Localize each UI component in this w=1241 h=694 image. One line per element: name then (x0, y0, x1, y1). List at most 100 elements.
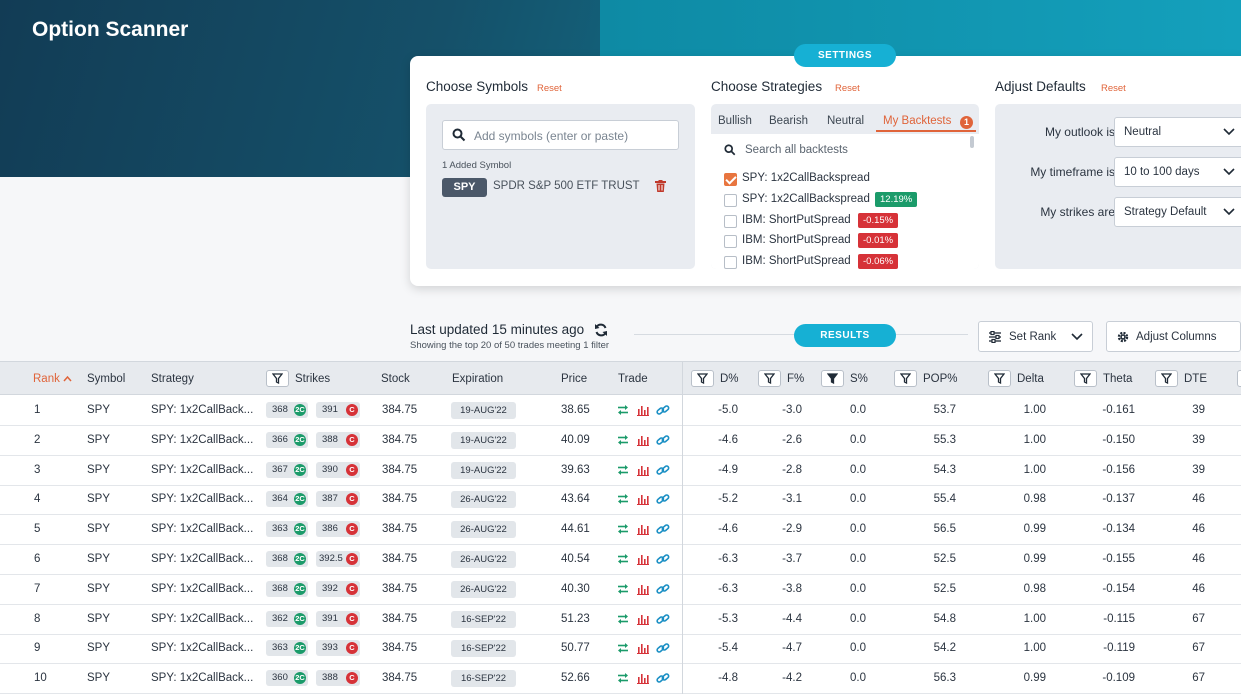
chart-icon[interactable] (637, 523, 649, 536)
symbol-ticker-tag: SPY (442, 178, 487, 197)
backtest-search[interactable]: Search all backtests (724, 143, 848, 161)
link-icon[interactable] (656, 642, 670, 655)
swap-icon[interactable] (617, 493, 629, 505)
table-row[interactable]: 7 SPY SPY: 1x2CallBack... 368 2C 392 C 384… (0, 575, 1241, 605)
swap-icon[interactable] (617, 523, 629, 535)
adjust-columns-button[interactable]: Adjust Columns (1106, 321, 1241, 352)
chart-icon[interactable] (637, 583, 649, 595)
swap-icon[interactable] (617, 613, 629, 625)
checkbox[interactable] (724, 194, 737, 207)
chart-icon[interactable] (637, 642, 649, 655)
chart-icon[interactable] (637, 672, 649, 685)
results-toggle[interactable]: RESULTS (794, 324, 896, 347)
checkbox[interactable] (724, 235, 737, 248)
link-icon[interactable] (656, 672, 670, 685)
call-2x-badge: 2C (294, 553, 306, 565)
tab-my-backtests[interactable]: My Backtests (883, 115, 952, 127)
table-row[interactable]: 5 SPY SPY: 1x2CallBack... 363 2C 386 C 384… (0, 515, 1241, 546)
tab-neutral[interactable]: Neutral (827, 115, 865, 127)
link-icon[interactable] (656, 404, 670, 417)
strike-value: 388 (322, 672, 338, 684)
swap-icon[interactable] (617, 672, 629, 684)
s-filter-button-active[interactable] (821, 370, 844, 387)
link-icon[interactable] (656, 464, 670, 477)
strike-chip: 360 2C (266, 670, 308, 687)
table-row[interactable]: 6 SPY SPY: 1x2CallBack... 368 2C 392.5 C 3… (0, 545, 1241, 575)
col-d[interactable]: D% (720, 373, 739, 385)
col-dte[interactable]: DTE (1184, 373, 1207, 385)
symbols-reset-link[interactable]: Reset (537, 83, 562, 94)
cell-stock: 384.75 (382, 642, 418, 655)
link-icon[interactable] (656, 523, 670, 536)
table-row[interactable]: 2 SPY SPY: 1x2CallBack... 366 2C 388 C 384… (0, 426, 1241, 456)
d-filter-button[interactable] (691, 370, 714, 387)
table-row[interactable]: 10 SPY SPY: 1x2CallBack... 360 2C 388 C 38… (0, 664, 1241, 694)
cell-price: 39.63 (561, 463, 590, 476)
cell-f: -3.1 (782, 493, 802, 506)
col-strategy[interactable]: Strategy (151, 373, 194, 385)
timeframe-select[interactable]: 10 to 100 days (1114, 157, 1241, 187)
col-stock[interactable]: Stock (381, 373, 410, 385)
chart-icon[interactable] (637, 493, 649, 506)
outlook-select[interactable]: Neutral (1114, 117, 1241, 147)
table-row[interactable]: 4 SPY SPY: 1x2CallBack... 364 2C 387 C 384… (0, 485, 1241, 516)
checkbox[interactable] (724, 215, 737, 228)
call-2x-badge: 2C (294, 433, 306, 446)
link-icon[interactable] (656, 434, 670, 447)
settings-toggle[interactable]: SETTINGS (794, 44, 896, 67)
tab-bullish[interactable]: Bullish (718, 115, 752, 127)
table-row[interactable]: 3 SPY SPY: 1x2CallBack... 367 2C 390 C 384… (0, 456, 1241, 486)
link-icon[interactable] (656, 493, 670, 506)
cell-dte: 39 (1192, 463, 1205, 476)
strategies-reset-link[interactable]: Reset (835, 83, 860, 94)
chart-icon[interactable] (637, 434, 649, 446)
strikes-select[interactable]: Strategy Default (1114, 197, 1241, 227)
call-badge: C (346, 493, 358, 506)
col-price[interactable]: Price (561, 373, 588, 385)
theta-filter-button[interactable] (1074, 370, 1097, 387)
col-expiration[interactable]: Expiration (452, 373, 504, 385)
table-row[interactable]: 1 SPY SPY: 1x2CallBack... 368 2C 391 C 384… (0, 396, 1241, 426)
col-s[interactable]: S% (850, 373, 868, 385)
adjust-defaults-title: Adjust Defaults (995, 79, 1086, 94)
link-icon[interactable] (656, 583, 670, 596)
chart-icon[interactable] (637, 613, 649, 625)
chart-icon[interactable] (637, 464, 649, 476)
trash-icon[interactable] (655, 180, 666, 192)
col-strikes[interactable]: Strikes (295, 373, 331, 385)
col-theta[interactable]: Theta (1103, 373, 1133, 385)
f-filter-button[interactable] (758, 370, 781, 387)
tab-bearish[interactable]: Bearish (769, 115, 808, 127)
dte-filter-button[interactable] (1155, 370, 1178, 387)
delta-filter-button[interactable] (988, 370, 1011, 387)
cell-theta: -0.155 (1102, 553, 1135, 565)
col-symbol[interactable]: Symbol (87, 373, 126, 385)
swap-icon[interactable] (617, 553, 629, 565)
chart-icon[interactable] (637, 553, 649, 565)
checkbox-checked[interactable] (724, 173, 737, 186)
symbol-search-input[interactable]: Add symbols (enter or paste) (442, 120, 679, 150)
link-icon[interactable] (656, 553, 670, 566)
table-row[interactable]: 9 SPY SPY: 1x2CallBack... 363 2C 393 C 384… (0, 634, 1241, 665)
defaults-reset-link[interactable]: Reset (1101, 83, 1126, 94)
strikes-filter-button[interactable] (266, 370, 289, 387)
col-delta[interactable]: Delta (1017, 373, 1044, 385)
swap-icon[interactable] (617, 583, 629, 595)
cell-f: -3.7 (782, 553, 802, 565)
col-f[interactable]: F% (787, 373, 805, 385)
pop-filter-button[interactable] (894, 370, 917, 387)
link-icon[interactable] (656, 613, 670, 626)
refresh-icon[interactable] (594, 323, 608, 337)
swap-icon[interactable] (617, 464, 629, 476)
chart-icon[interactable] (637, 404, 649, 416)
swap-icon[interactable] (617, 404, 629, 416)
col-rank[interactable]: Rank (33, 373, 72, 385)
swap-icon[interactable] (617, 434, 629, 446)
swap-icon[interactable] (617, 642, 629, 654)
table-row[interactable]: 8 SPY SPY: 1x2CallBack... 362 2C 391 C 384… (0, 605, 1241, 635)
col-pop[interactable]: POP% (923, 373, 958, 385)
set-rank-button[interactable]: Set Rank (978, 321, 1093, 352)
checkbox[interactable] (724, 256, 737, 269)
list-scrollbar[interactable] (970, 136, 974, 148)
next-filter-button[interactable] (1237, 370, 1241, 387)
